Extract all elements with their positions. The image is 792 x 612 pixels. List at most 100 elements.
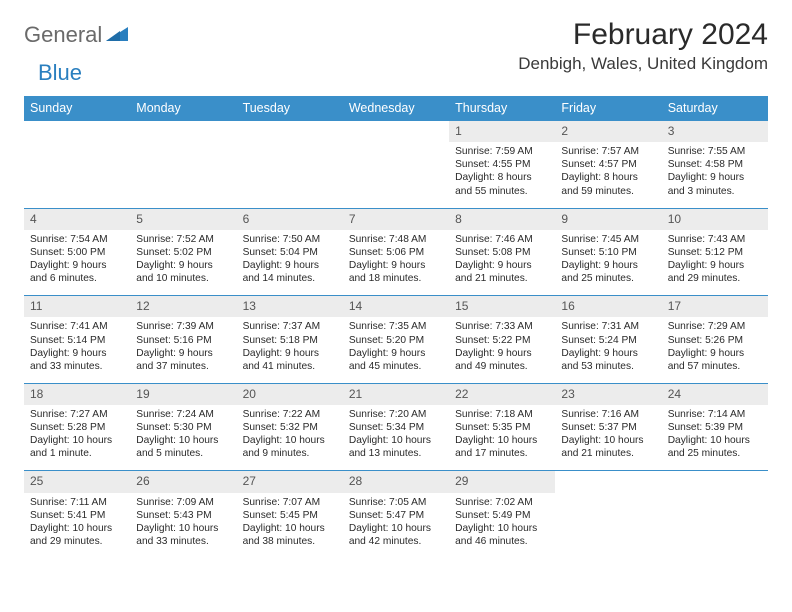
daylight-text: Daylight: 10 hours and 42 minutes.	[349, 522, 443, 548]
day-body: Sunrise: 7:24 AMSunset: 5:30 PMDaylight:…	[130, 405, 236, 470]
sunset-text: Sunset: 5:49 PM	[455, 509, 549, 522]
logo-triangle-icon	[106, 25, 128, 46]
day-body: Sunrise: 7:48 AMSunset: 5:06 PMDaylight:…	[343, 230, 449, 295]
day-body: Sunrise: 7:07 AMSunset: 5:45 PMDaylight:…	[237, 493, 343, 558]
calendar-empty-cell	[343, 121, 449, 209]
logo-text-general: General	[24, 22, 102, 48]
calendar-day-cell: 10Sunrise: 7:43 AMSunset: 5:12 PMDayligh…	[662, 208, 768, 296]
day-number: 21	[343, 384, 449, 405]
calendar-day-cell: 23Sunrise: 7:16 AMSunset: 5:37 PMDayligh…	[555, 383, 661, 471]
sunrise-text: Sunrise: 7:50 AM	[243, 233, 337, 246]
calendar-empty-cell	[662, 471, 768, 558]
calendar-week-row: 1Sunrise: 7:59 AMSunset: 4:55 PMDaylight…	[24, 121, 768, 209]
sunrise-text: Sunrise: 7:45 AM	[561, 233, 655, 246]
sunset-text: Sunset: 5:45 PM	[243, 509, 337, 522]
day-number: 20	[237, 384, 343, 405]
sunrise-text: Sunrise: 7:57 AM	[561, 145, 655, 158]
logo-text-blue: Blue	[38, 60, 82, 86]
daylight-text: Daylight: 9 hours and 37 minutes.	[136, 347, 230, 373]
day-number: 22	[449, 384, 555, 405]
calendar-day-cell: 24Sunrise: 7:14 AMSunset: 5:39 PMDayligh…	[662, 383, 768, 471]
sunrise-text: Sunrise: 7:22 AM	[243, 408, 337, 421]
day-body: Sunrise: 7:54 AMSunset: 5:00 PMDaylight:…	[24, 230, 130, 295]
day-number: 4	[24, 209, 130, 230]
sunrise-text: Sunrise: 7:33 AM	[455, 320, 549, 333]
sunset-text: Sunset: 5:39 PM	[668, 421, 762, 434]
calendar-day-cell: 11Sunrise: 7:41 AMSunset: 5:14 PMDayligh…	[24, 296, 130, 384]
sunrise-text: Sunrise: 7:07 AM	[243, 496, 337, 509]
day-body: Sunrise: 7:57 AMSunset: 4:57 PMDaylight:…	[555, 142, 661, 207]
sunset-text: Sunset: 5:12 PM	[668, 246, 762, 259]
day-number: 6	[237, 209, 343, 230]
day-number: 15	[449, 296, 555, 317]
sunrise-text: Sunrise: 7:20 AM	[349, 408, 443, 421]
sunset-text: Sunset: 5:14 PM	[30, 334, 124, 347]
daylight-text: Daylight: 10 hours and 46 minutes.	[455, 522, 549, 548]
calendar-day-cell: 17Sunrise: 7:29 AMSunset: 5:26 PMDayligh…	[662, 296, 768, 384]
sunset-text: Sunset: 5:04 PM	[243, 246, 337, 259]
daylight-text: Daylight: 10 hours and 21 minutes.	[561, 434, 655, 460]
day-number: 27	[237, 471, 343, 492]
calendar-day-cell: 15Sunrise: 7:33 AMSunset: 5:22 PMDayligh…	[449, 296, 555, 384]
day-number: 13	[237, 296, 343, 317]
calendar-day-cell: 28Sunrise: 7:05 AMSunset: 5:47 PMDayligh…	[343, 471, 449, 558]
daylight-text: Daylight: 9 hours and 33 minutes.	[30, 347, 124, 373]
daylight-text: Daylight: 10 hours and 38 minutes.	[243, 522, 337, 548]
sunrise-text: Sunrise: 7:37 AM	[243, 320, 337, 333]
calendar-week-row: 25Sunrise: 7:11 AMSunset: 5:41 PMDayligh…	[24, 471, 768, 558]
sunrise-text: Sunrise: 7:18 AM	[455, 408, 549, 421]
day-body: Sunrise: 7:31 AMSunset: 5:24 PMDaylight:…	[555, 317, 661, 382]
calendar-header-row: Sunday Monday Tuesday Wednesday Thursday…	[24, 96, 768, 121]
sunrise-text: Sunrise: 7:54 AM	[30, 233, 124, 246]
day-body: Sunrise: 7:05 AMSunset: 5:47 PMDaylight:…	[343, 493, 449, 558]
weekday-header: Tuesday	[237, 96, 343, 121]
calendar-day-cell: 21Sunrise: 7:20 AMSunset: 5:34 PMDayligh…	[343, 383, 449, 471]
sunrise-text: Sunrise: 7:55 AM	[668, 145, 762, 158]
daylight-text: Daylight: 9 hours and 3 minutes.	[668, 171, 762, 197]
day-body: Sunrise: 7:22 AMSunset: 5:32 PMDaylight:…	[237, 405, 343, 470]
day-body: Sunrise: 7:35 AMSunset: 5:20 PMDaylight:…	[343, 317, 449, 382]
daylight-text: Daylight: 9 hours and 14 minutes.	[243, 259, 337, 285]
location-subtitle: Denbigh, Wales, United Kingdom	[518, 54, 768, 74]
sunrise-text: Sunrise: 7:29 AM	[668, 320, 762, 333]
calendar-day-cell: 14Sunrise: 7:35 AMSunset: 5:20 PMDayligh…	[343, 296, 449, 384]
weekday-header: Thursday	[449, 96, 555, 121]
daylight-text: Daylight: 10 hours and 13 minutes.	[349, 434, 443, 460]
sunset-text: Sunset: 5:06 PM	[349, 246, 443, 259]
day-number: 9	[555, 209, 661, 230]
day-body: Sunrise: 7:11 AMSunset: 5:41 PMDaylight:…	[24, 493, 130, 558]
calendar-day-cell: 5Sunrise: 7:52 AMSunset: 5:02 PMDaylight…	[130, 208, 236, 296]
sunset-text: Sunset: 5:20 PM	[349, 334, 443, 347]
sunrise-text: Sunrise: 7:05 AM	[349, 496, 443, 509]
sunrise-text: Sunrise: 7:02 AM	[455, 496, 549, 509]
sunset-text: Sunset: 4:55 PM	[455, 158, 549, 171]
calendar-day-cell: 16Sunrise: 7:31 AMSunset: 5:24 PMDayligh…	[555, 296, 661, 384]
daylight-text: Daylight: 8 hours and 59 minutes.	[561, 171, 655, 197]
sunset-text: Sunset: 5:16 PM	[136, 334, 230, 347]
sunset-text: Sunset: 5:37 PM	[561, 421, 655, 434]
daylight-text: Daylight: 10 hours and 17 minutes.	[455, 434, 549, 460]
calendar-day-cell: 12Sunrise: 7:39 AMSunset: 5:16 PMDayligh…	[130, 296, 236, 384]
day-number: 1	[449, 121, 555, 142]
sunrise-text: Sunrise: 7:31 AM	[561, 320, 655, 333]
daylight-text: Daylight: 9 hours and 18 minutes.	[349, 259, 443, 285]
sunrise-text: Sunrise: 7:11 AM	[30, 496, 124, 509]
day-number: 10	[662, 209, 768, 230]
calendar-page: General February 2024 Denbigh, Wales, Un…	[0, 0, 792, 576]
logo: General	[24, 22, 130, 48]
daylight-text: Daylight: 10 hours and 33 minutes.	[136, 522, 230, 548]
calendar-day-cell: 19Sunrise: 7:24 AMSunset: 5:30 PMDayligh…	[130, 383, 236, 471]
daylight-text: Daylight: 9 hours and 25 minutes.	[561, 259, 655, 285]
day-number: 24	[662, 384, 768, 405]
sunset-text: Sunset: 4:57 PM	[561, 158, 655, 171]
day-number: 2	[555, 121, 661, 142]
daylight-text: Daylight: 9 hours and 6 minutes.	[30, 259, 124, 285]
day-number: 11	[24, 296, 130, 317]
calendar-day-cell: 6 Sunrise: 7:50 AMSunset: 5:04 PMDaylight…	[237, 208, 343, 296]
calendar-table: Sunday Monday Tuesday Wednesday Thursday…	[24, 96, 768, 558]
day-body: Sunrise: 7:29 AMSunset: 5:26 PMDaylight:…	[662, 317, 768, 382]
day-number: 25	[24, 471, 130, 492]
day-number: 7	[343, 209, 449, 230]
day-body: Sunrise: 7:02 AMSunset: 5:49 PMDaylight:…	[449, 493, 555, 558]
title-block: February 2024 Denbigh, Wales, United Kin…	[518, 18, 768, 74]
